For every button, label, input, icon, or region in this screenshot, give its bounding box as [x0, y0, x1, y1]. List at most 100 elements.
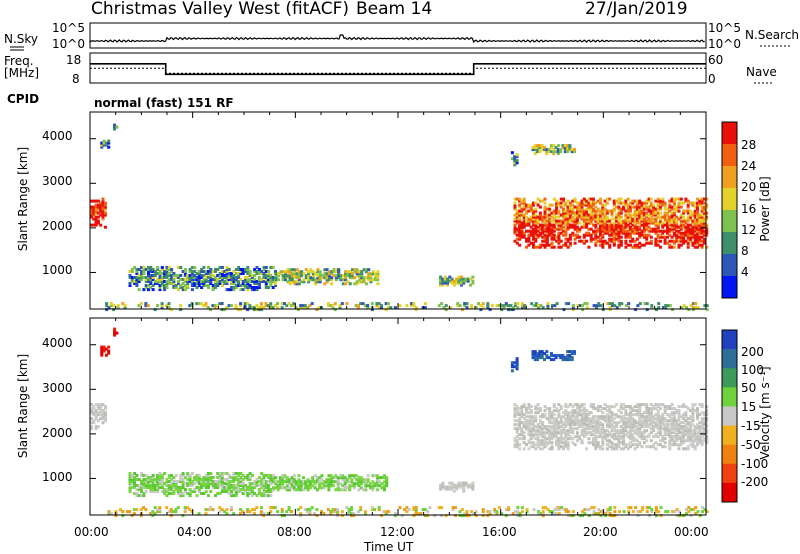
vel-cell — [589, 419, 593, 423]
power-cell — [682, 225, 686, 229]
vel-cell — [340, 510, 344, 514]
vel-cell — [269, 510, 273, 514]
power-cell — [99, 207, 103, 211]
vel-cell — [462, 489, 466, 493]
power-cell — [675, 219, 679, 223]
power-cell — [151, 268, 155, 271]
power-cell — [559, 205, 563, 209]
vel-cell — [352, 486, 356, 490]
power-cell — [163, 270, 167, 273]
vel-cell — [179, 474, 183, 477]
power-cell — [566, 199, 570, 203]
power-cell — [642, 225, 646, 229]
vel-cell — [552, 419, 556, 423]
power-cell — [257, 276, 261, 279]
power-cell — [686, 229, 690, 233]
power-cell — [123, 306, 127, 310]
power-cell — [601, 245, 605, 249]
power-cell — [546, 306, 550, 310]
vel-cell — [592, 415, 595, 419]
vel-cell — [188, 508, 192, 512]
vel-cell — [550, 417, 554, 421]
vel-cell — [592, 512, 596, 516]
vel-cbar-frame — [721, 329, 738, 503]
power-cell — [668, 233, 672, 237]
power-cell — [511, 306, 515, 310]
power-cell — [337, 276, 341, 280]
vel-cell — [705, 435, 709, 439]
vel-cell — [585, 423, 589, 427]
power-cell — [140, 276, 144, 279]
vel-cell — [313, 474, 317, 478]
vel-cell — [113, 329, 117, 333]
power-cell — [340, 302, 344, 306]
vel-cell — [601, 431, 605, 435]
vel-cell — [248, 486, 252, 489]
vel-cell — [532, 433, 535, 437]
vel-cell — [596, 445, 600, 449]
vel-cell — [538, 409, 542, 413]
power-cell — [209, 270, 213, 273]
power-cell — [515, 153, 519, 157]
vel-cell — [218, 482, 222, 485]
power-cell — [384, 308, 388, 312]
power-cell — [608, 243, 612, 247]
power-cell — [195, 282, 199, 285]
power-cell — [571, 231, 575, 235]
power-cell — [585, 213, 589, 217]
power-cell — [317, 306, 321, 310]
power-cell — [549, 144, 553, 148]
power-cell — [652, 205, 656, 209]
power-cell — [599, 213, 602, 217]
vel-cell — [350, 474, 354, 478]
power-cell — [585, 211, 589, 215]
power-cell — [668, 199, 672, 203]
power-cell — [450, 277, 454, 281]
power-cell — [624, 239, 628, 243]
vel-cell — [560, 506, 564, 510]
vel-cell — [589, 403, 593, 407]
power-cell — [612, 239, 616, 243]
power-cell — [225, 288, 229, 292]
power-cell — [367, 276, 371, 280]
vel-cell — [230, 476, 234, 479]
vel-cell — [197, 490, 201, 493]
power-cell — [693, 227, 697, 231]
vel-cell — [610, 415, 614, 419]
vel-cell — [654, 425, 658, 429]
power-cell — [550, 227, 554, 231]
power-cell — [672, 233, 676, 237]
vel-cell — [529, 445, 533, 449]
power-cell — [209, 274, 213, 277]
power-cell — [237, 276, 241, 279]
power-cell — [257, 284, 261, 287]
vel-cell — [613, 510, 617, 514]
noise-tick-right-bottom: 10^0 — [708, 37, 741, 51]
power-cell — [253, 280, 257, 283]
vel-cell — [656, 435, 660, 439]
vel-cell — [661, 421, 665, 425]
power-cell — [257, 272, 261, 275]
power-cell — [227, 268, 231, 271]
vel-cell — [656, 427, 660, 431]
power-cell — [615, 205, 619, 209]
power-cell — [525, 215, 528, 219]
power-cell — [594, 213, 598, 217]
power-cell — [167, 282, 171, 285]
vel-cell — [543, 441, 547, 445]
power-cell — [532, 227, 535, 231]
vel-cell — [696, 409, 699, 413]
power-cell — [570, 148, 574, 152]
vel-cell — [525, 427, 528, 431]
vel-cell — [608, 409, 612, 413]
vel-cell — [313, 482, 317, 486]
power-cell — [545, 152, 549, 156]
power-cell — [696, 217, 699, 221]
vel-cell — [225, 486, 229, 489]
power-cell — [682, 235, 686, 239]
vel-cell — [580, 439, 584, 443]
vel-cell — [223, 490, 227, 493]
vel-cell — [659, 427, 662, 431]
power-cell — [116, 304, 120, 308]
vel-cell — [220, 488, 224, 491]
